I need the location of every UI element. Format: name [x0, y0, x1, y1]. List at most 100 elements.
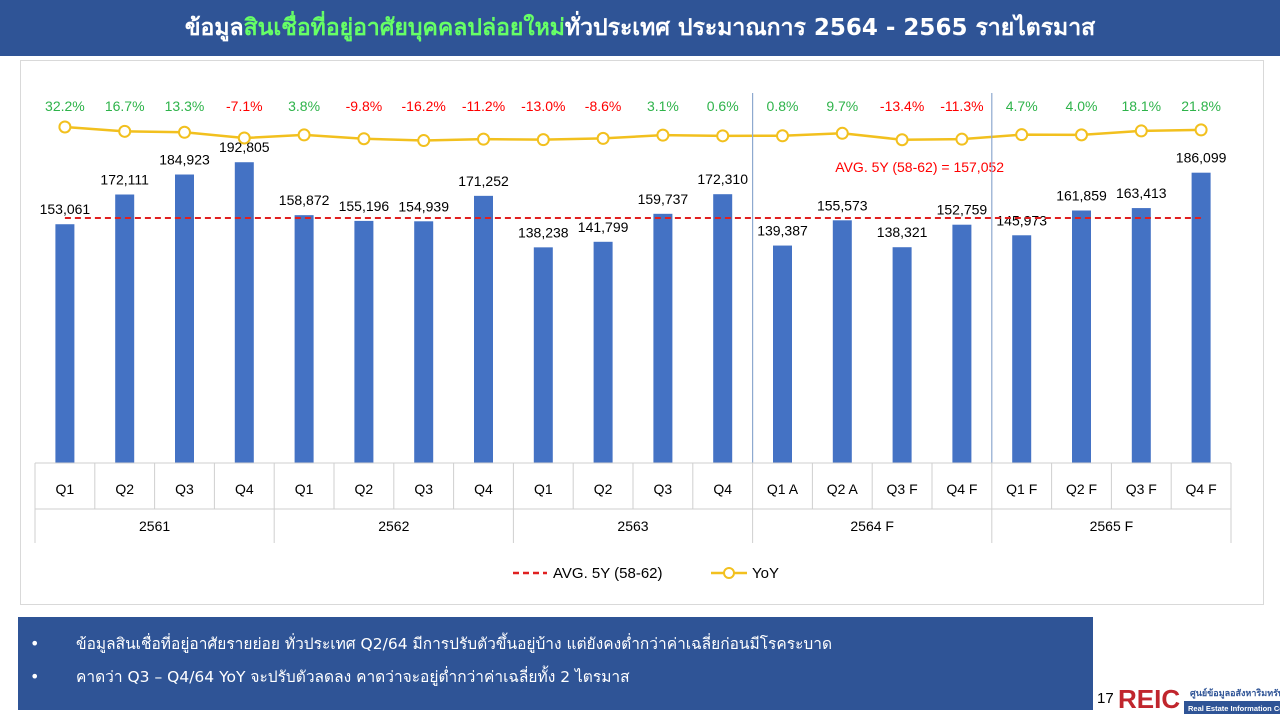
note-item: • ข้อมูลสินเชื่อที่อยู่อาศัยรายย่อย ทั่ว…	[30, 630, 1093, 663]
yoy-label: 3.8%	[288, 98, 320, 114]
yoy-label: 4.7%	[1006, 98, 1038, 114]
yoy-label: -7.1%	[226, 98, 263, 114]
bar-value-label: 154,939	[398, 198, 449, 214]
bar-value-label: 155,196	[339, 198, 390, 214]
category-tick-label: Q1	[56, 481, 75, 497]
year-group-label: 2562	[378, 518, 409, 534]
bullet-icon: •	[30, 634, 40, 653]
avg-annotation: AVG. 5Y (58-62) = 157,052	[835, 159, 1004, 175]
title-part-2: สินเชื่อที่อยู่อาศัยบุคคลปล่อยใหม่	[243, 15, 565, 41]
yoy-marker	[477, 132, 490, 146]
year-group-label: 2564 F	[850, 518, 894, 534]
yoy-label: -16.2%	[402, 98, 446, 114]
yoy-label: -13.4%	[880, 98, 924, 114]
category-tick-label: Q1 F	[1006, 481, 1037, 497]
logo-mark: REIC	[1118, 684, 1180, 714]
category-tick-label: Q4	[235, 481, 254, 497]
note-text: คาดว่า Q3 – Q4/64 YoY จะปรับตัวลดลง คาดว…	[76, 668, 630, 686]
year-group-label: 2563	[617, 518, 648, 534]
bar	[832, 220, 852, 463]
bar	[593, 241, 613, 463]
yoy-marker	[716, 129, 730, 143]
bar-value-label: 161,859	[1056, 187, 1107, 203]
bar-value-label: 138,321	[877, 224, 928, 240]
bar	[234, 162, 254, 464]
category-tick-label: Q4	[474, 481, 493, 497]
chart-frame: 153,061 172,111 184,923 192,805 158,872 155,1…	[20, 60, 1264, 605]
bar	[414, 221, 434, 463]
category-tick-label: Q1	[295, 481, 314, 497]
bar	[533, 247, 553, 463]
bar-value-label: 171,252	[458, 173, 509, 189]
logo-name-en: Real Estate Information Center	[1188, 704, 1280, 713]
yoy-marker	[1194, 123, 1208, 137]
category-tick-label: Q3	[654, 481, 673, 497]
yoy-label: -11.2%	[462, 98, 505, 114]
yoy-line	[64, 125, 1202, 142]
yoy-marker	[776, 129, 789, 143]
legend-yoy-marker	[723, 567, 735, 579]
yoy-label: 32.2%	[45, 98, 85, 114]
yoy-label: 3.1%	[647, 98, 679, 114]
yoy-label: 21.8%	[1181, 98, 1221, 114]
yoy-label: 13.3%	[165, 98, 205, 114]
yoy-marker	[118, 124, 132, 138]
yoy-marker	[656, 128, 670, 142]
bar	[175, 174, 194, 463]
category-tick-label: Q3 F	[1126, 481, 1157, 497]
title-part-3: ทั่วประเทศ ประมาณการ 2564 - 2565 รายไตรม…	[564, 15, 1096, 41]
bar-value-label: 145,973	[996, 212, 1047, 228]
yoy-label: 9.7%	[826, 98, 858, 114]
bar	[115, 194, 135, 463]
bar	[653, 213, 673, 463]
bar-value-label: 184,923	[159, 152, 210, 168]
logo-name-th: ศูนย์ข้อมูลอสังหาริมทรัพย์	[1190, 687, 1280, 699]
year-group-label: 2565 F	[1090, 518, 1134, 534]
category-tick-label: Q4 F	[1186, 481, 1217, 497]
yoy-marker	[357, 132, 371, 146]
yoy-marker	[955, 132, 969, 146]
bar	[474, 195, 493, 464]
yoy-label: -9.8%	[346, 98, 383, 114]
bar	[773, 245, 792, 463]
bar-value-label: 158,872	[279, 192, 330, 208]
category-tick-label: Q2	[115, 481, 134, 497]
category-tick-label: Q3	[414, 481, 433, 497]
title-bar: ข้อมูลสินเชื่อที่อยู่อาศัยบุคคลปล่อยใหม่…	[0, 0, 1280, 56]
bar-value-label: 163,413	[1116, 185, 1167, 201]
bar	[1072, 210, 1091, 463]
bar	[294, 215, 314, 463]
category-tick-label: Q3	[175, 481, 194, 497]
yoy-label: -11.3%	[940, 98, 983, 114]
reic-logo: REIC ศูนย์ข้อมูลอสังหาริมทรัพย์ Real Est…	[1118, 684, 1280, 714]
yoy-marker	[1015, 128, 1029, 142]
category-tick-label: Q2 A	[827, 481, 859, 497]
bullet-icon: •	[30, 667, 40, 686]
yoy-marker	[596, 131, 610, 145]
bar-value-label: 152,759	[937, 202, 988, 218]
bar-value-label: 155,573	[817, 197, 868, 213]
yoy-label: 16.7%	[105, 98, 145, 114]
yoy-marker	[178, 125, 191, 139]
bar-value-label: 186,099	[1176, 150, 1227, 166]
yoy-marker	[237, 131, 251, 145]
yoy-label: 4.0%	[1066, 98, 1098, 114]
yoy-label: 0.6%	[707, 98, 739, 114]
category-tick-label: Q2 F	[1066, 481, 1097, 497]
bar	[1012, 235, 1032, 463]
year-group-label: 2561	[139, 518, 170, 534]
loan-chart: 153,061 172,111 184,923 192,805 158,872 155,1…	[34, 93, 1232, 582]
bar	[713, 194, 733, 463]
category-tick-label: Q4 F	[946, 481, 977, 497]
category-tick-label: Q2	[594, 481, 613, 497]
notes-box: • ข้อมูลสินเชื่อที่อยู่อาศัยรายย่อย ทั่ว…	[18, 617, 1093, 710]
bar-value-label: 172,310	[697, 171, 748, 187]
category-tick-label: Q4	[713, 481, 732, 497]
yoy-label: 0.8%	[767, 98, 799, 114]
note-text: ข้อมูลสินเชื่อที่อยู่อาศัยรายย่อย ทั่วปร…	[76, 635, 833, 653]
category-tick-label: Q1 A	[767, 481, 799, 497]
bar-value-label: 159,737	[638, 191, 689, 207]
bar-value-label: 172,111	[100, 172, 149, 188]
yoy-marker	[417, 134, 431, 148]
yoy-label: -8.6%	[585, 98, 622, 114]
